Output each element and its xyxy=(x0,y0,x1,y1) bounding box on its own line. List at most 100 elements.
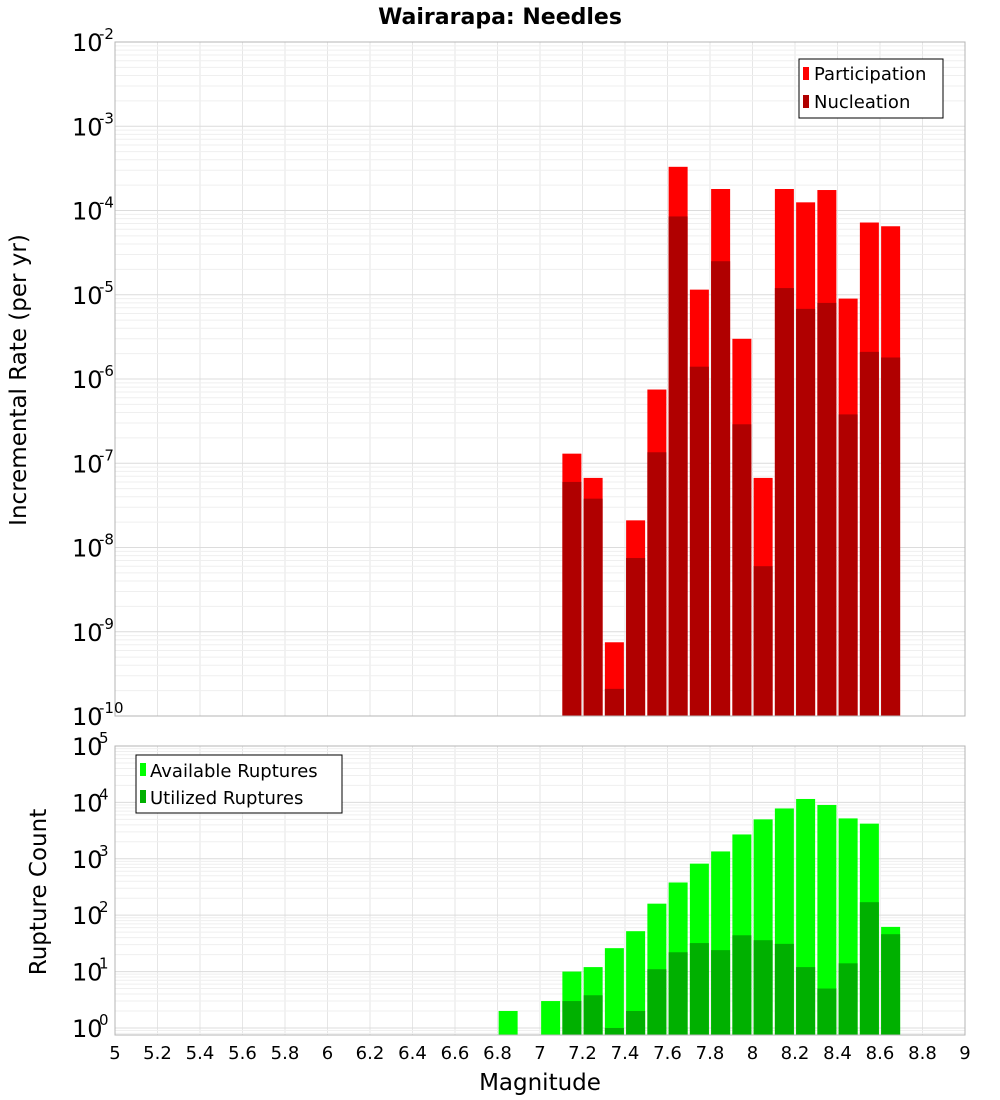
count-bar-b xyxy=(732,935,752,1035)
rate-y-tick-exp: -4 xyxy=(99,194,114,212)
rate-y-tick-exp: -6 xyxy=(99,362,114,380)
rate-y-tick: 10-5 xyxy=(72,278,114,310)
count-y-tick-exp: 0 xyxy=(99,1011,109,1029)
legend-participation-swatch xyxy=(803,67,809,80)
rate-bar-b xyxy=(753,566,773,716)
count-x-ticks: 5 5.2 5.4 5.6 5.8 6 6.2 6.4 6.6 6.8 7 7.2 7.4 7.6 7.8 8… xyxy=(109,1043,970,1064)
rate-y-tick: 10-3 xyxy=(72,109,114,141)
count-bar-b xyxy=(796,967,816,1035)
rate-bars xyxy=(562,166,901,717)
count-bar-b xyxy=(774,943,794,1035)
legend-utilized-label: Utilized Ruptures xyxy=(150,788,303,809)
count-bar-b xyxy=(647,969,667,1035)
rate-bar-b xyxy=(562,481,582,716)
rate-y-tick-exp: -7 xyxy=(99,446,114,464)
count-bar-b xyxy=(711,950,731,1035)
rate-bar-b xyxy=(604,688,624,716)
x-tick-label: 5.4 xyxy=(186,1043,215,1064)
count-bar-b xyxy=(859,902,879,1035)
x-tick-label: 8.6 xyxy=(866,1043,895,1064)
legend-available-swatch xyxy=(140,763,146,776)
count-y-tick: 103 xyxy=(72,842,109,874)
rate-bar-b xyxy=(817,302,837,716)
legend-available-label: Available Ruptures xyxy=(150,761,318,782)
x-tick-label: 5.6 xyxy=(228,1043,257,1064)
rate-y-tick: 10-10 xyxy=(72,699,124,731)
rate-y-tick: 10-8 xyxy=(72,531,114,563)
count-bar-b xyxy=(604,1027,624,1035)
count-y-tick-exp: 1 xyxy=(99,955,109,973)
rate-y-tick: 10-6 xyxy=(72,362,114,394)
rate-y-tick-exp: -8 xyxy=(99,531,114,549)
x-tick-label: 8.4 xyxy=(823,1043,852,1064)
count-bar-b xyxy=(626,1010,646,1035)
x-tick-label: 8 xyxy=(747,1043,758,1064)
x-tick-label: 7.4 xyxy=(611,1043,640,1064)
x-tick-label: 7.8 xyxy=(696,1043,725,1064)
count-bar-b xyxy=(838,963,858,1035)
count-bar-a xyxy=(626,931,646,1035)
count-y-tick: 101 xyxy=(72,955,109,987)
count-bar-b xyxy=(817,988,837,1035)
rate-y-tick-exp: -3 xyxy=(99,109,114,127)
rate-y-tick-base: 10 xyxy=(72,29,103,57)
count-bar-b xyxy=(881,934,901,1035)
count-bar-b xyxy=(583,995,603,1035)
rate-bar-b xyxy=(732,424,752,716)
rate-y-tick: 10-9 xyxy=(72,615,114,647)
chart-title: Wairarapa: Needles xyxy=(378,5,622,30)
x-tick-label: 5 xyxy=(109,1043,120,1064)
rate-bar-b xyxy=(859,351,879,716)
count-bars xyxy=(498,798,901,1035)
rate-bar-b xyxy=(881,357,901,716)
count-y-axis-label: Rupture Count xyxy=(26,809,52,975)
count-legend-box xyxy=(135,754,343,814)
x-tick-label: 5.2 xyxy=(143,1043,172,1064)
count-bar-b xyxy=(753,940,773,1035)
legend-utilized-swatch xyxy=(140,790,146,803)
rate-y-tick-base: 10 xyxy=(72,619,103,647)
rate-y-tick-base: 10 xyxy=(72,198,103,226)
x-tick-label: 6.6 xyxy=(441,1043,470,1064)
rate-bar-b xyxy=(774,288,794,716)
rate-bar-b xyxy=(796,308,816,716)
rate-y-ticks: 10-210-310-410-510-610-710-810-910-10 xyxy=(72,25,124,731)
rate-y-tick-exp: -2 xyxy=(99,25,114,43)
x-tick-label: 7.2 xyxy=(568,1043,597,1064)
count-y-tick-base: 10 xyxy=(72,846,103,874)
count-bar-b xyxy=(689,943,709,1035)
count-y-tick-exp: 2 xyxy=(99,898,109,916)
rate-y-tick-base: 10 xyxy=(72,113,103,141)
count-y-tick: 105 xyxy=(72,729,109,761)
x-axis-label: Magnitude xyxy=(479,1070,601,1096)
rate-y-tick-base: 10 xyxy=(72,703,103,731)
count-bar-a xyxy=(541,1001,561,1035)
count-bar-a xyxy=(604,948,624,1035)
count-y-tick-exp: 5 xyxy=(99,729,109,747)
rate-legend: Participation Nucleation xyxy=(798,58,944,119)
x-tick-label: 8.8 xyxy=(908,1043,937,1064)
count-y-tick: 100 xyxy=(72,1011,109,1043)
x-tick-label: 7.6 xyxy=(653,1043,682,1064)
rate-y-tick-base: 10 xyxy=(72,366,103,394)
rate-bar-b xyxy=(647,452,667,716)
count-bar-a xyxy=(817,804,837,1035)
rate-y-axis-label: Incremental Rate (per yr) xyxy=(6,234,32,526)
rate-panel: 10-210-310-410-510-610-710-810-910-10 In… xyxy=(6,25,966,731)
count-y-tick: 104 xyxy=(72,785,109,817)
x-tick-label: 8.2 xyxy=(781,1043,810,1064)
count-legend: Available Ruptures Utilized Ruptures xyxy=(135,754,343,814)
count-y-tick-base: 10 xyxy=(72,959,103,987)
rate-grid xyxy=(115,41,965,717)
rate-bar-b xyxy=(689,366,709,716)
rate-y-tick: 10-4 xyxy=(72,194,114,226)
rate-y-tick-exp: -10 xyxy=(99,699,124,717)
rate-y-tick-exp: -5 xyxy=(99,278,114,296)
x-tick-label: 6.4 xyxy=(398,1043,427,1064)
rate-y-tick: 10-7 xyxy=(72,446,114,478)
x-tick-label: 6.8 xyxy=(483,1043,512,1064)
count-y-tick-exp: 3 xyxy=(99,842,109,860)
count-y-tick-base: 10 xyxy=(72,789,103,817)
